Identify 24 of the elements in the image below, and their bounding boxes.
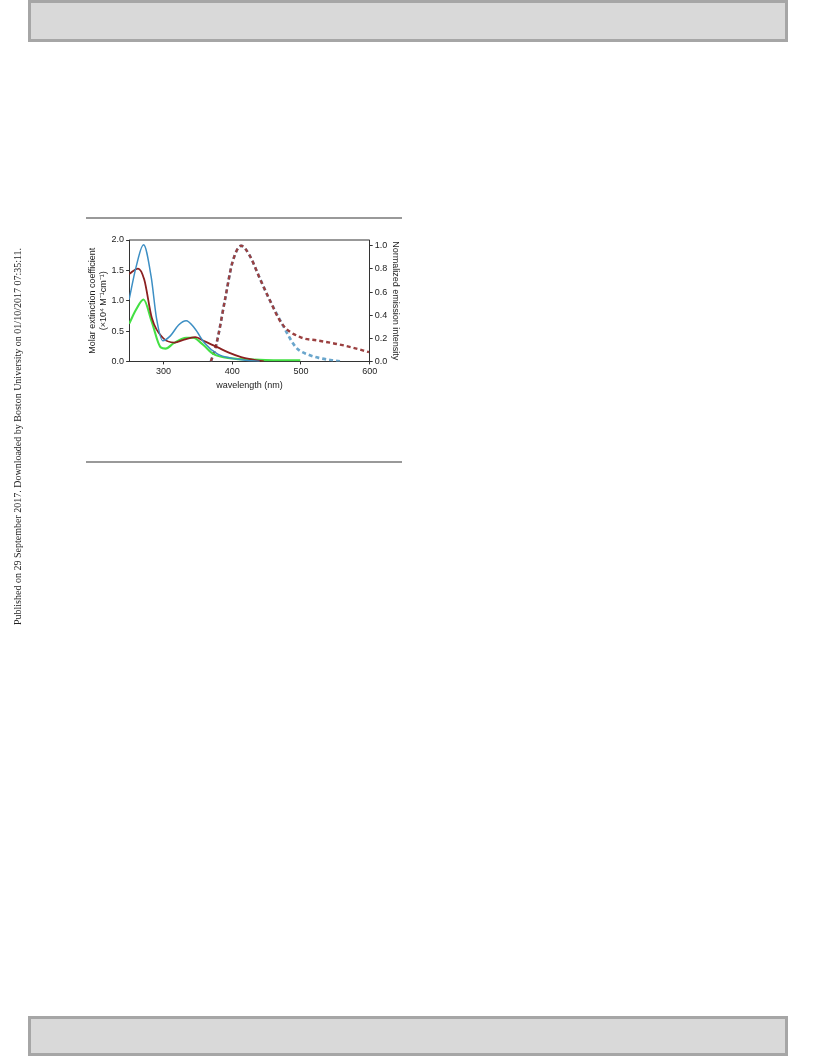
line-series (209, 244, 343, 362)
y2-tick-label: 0.2 (374, 332, 388, 343)
y-tick-label: 0.5 (111, 325, 125, 336)
line-series (129, 298, 302, 362)
y-tick-label: 1.0 (111, 295, 125, 306)
line-series (209, 244, 370, 362)
line-series (129, 244, 261, 362)
y-tick-label: 2.0 (111, 234, 125, 245)
y2-tick-label: 0.8 (374, 263, 388, 274)
y-axis-title: Molar extinction coefficient (×10⁴ M⁻¹cm⁻¹) (86, 247, 108, 354)
y-tick-label: 1.5 (111, 264, 125, 275)
x-tick-label: 300 (155, 366, 171, 377)
y2-tick-label: 0.0 (374, 355, 388, 366)
y2-tick-label: 1.0 (374, 240, 388, 251)
y2-tick-label: 0.4 (374, 309, 388, 320)
text: Published on 29 September 2017. Downloaded by Boston University on 01/10/2017 07:35:11. (12, 247, 23, 625)
x-tick-label: 600 (362, 366, 378, 377)
y2-axis-title: Normalized emission intensity (391, 241, 402, 361)
x-axis-title: wavelength (nm) (215, 380, 283, 391)
line-series (129, 267, 265, 362)
y2-tick-label: 0.6 (374, 286, 388, 297)
x-tick-label: 500 (293, 366, 309, 377)
x-tick-label: 400 (224, 366, 240, 377)
y-tick-label: 0.0 (111, 355, 125, 366)
